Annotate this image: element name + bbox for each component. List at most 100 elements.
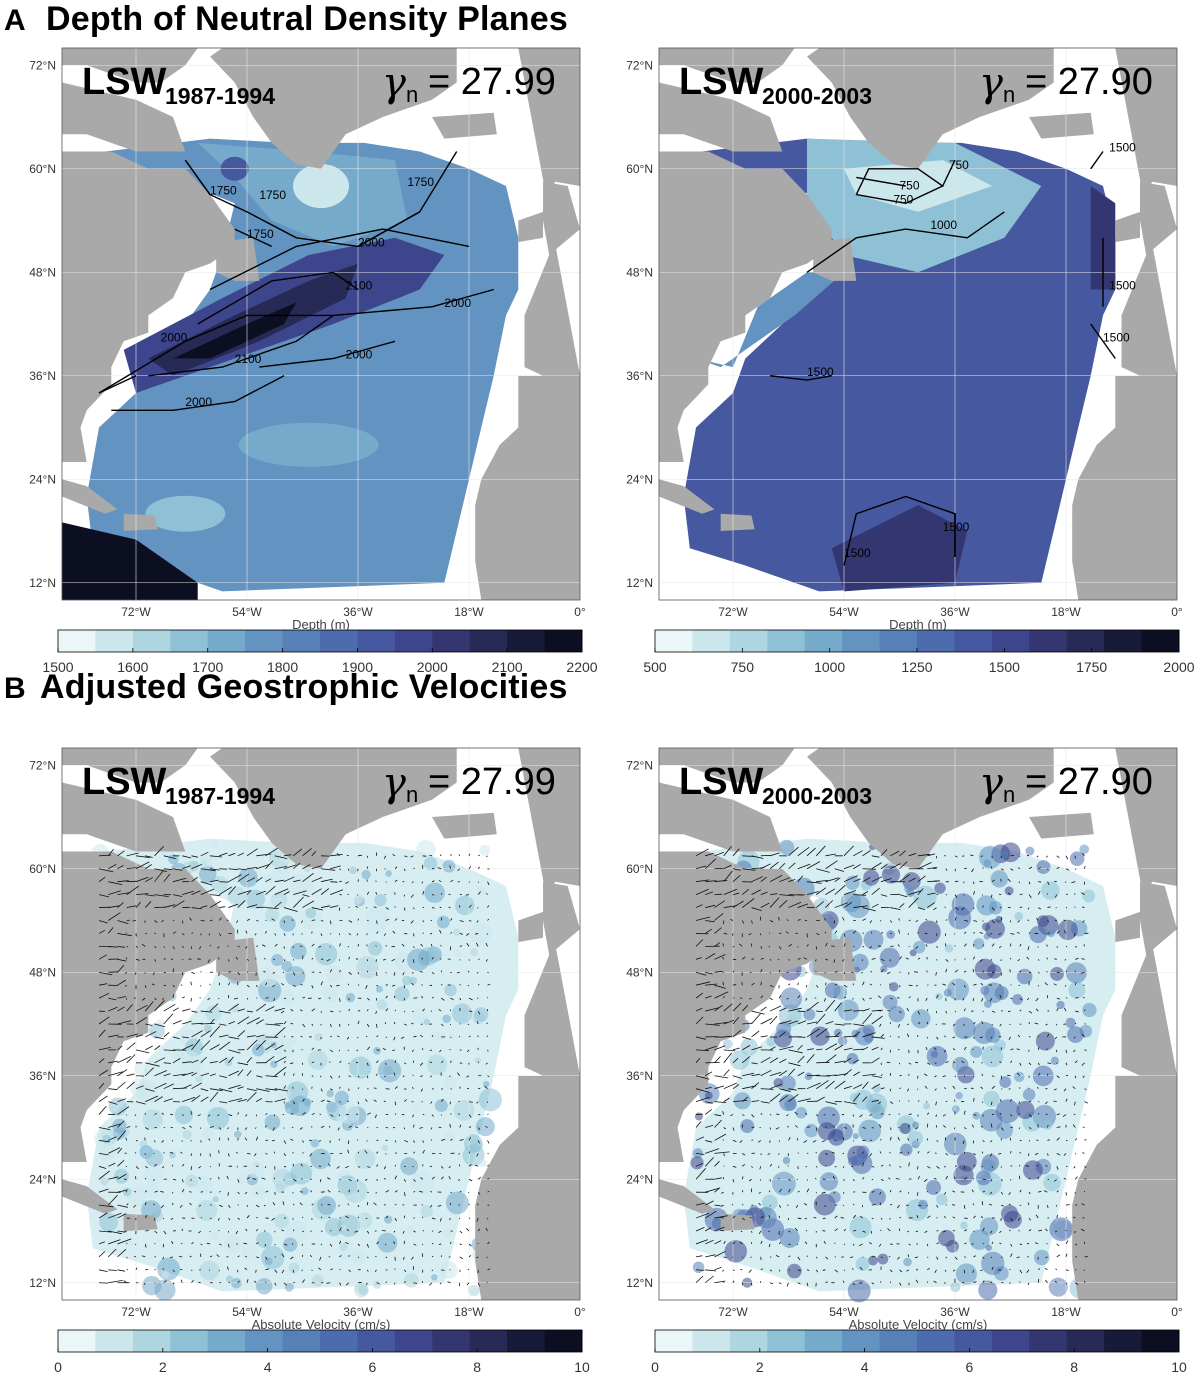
colorbar-tick-label: 2 (756, 1359, 764, 1375)
gamma-symbol: γ (979, 60, 1003, 106)
lsw-label: LSW (679, 61, 764, 103)
land-hispaniola (123, 513, 158, 531)
gamma-value: = 27.99 (428, 761, 556, 803)
land-florida_cuba (659, 479, 715, 514)
lat-tick-label: 12°N (29, 1276, 56, 1290)
colorbar-swatch (207, 1330, 246, 1352)
lon-tick-label: 0° (574, 1305, 586, 1319)
colorbar-swatch (767, 630, 806, 652)
colorbar-tick-label: 8 (473, 1359, 481, 1375)
land-europe (518, 48, 580, 376)
contour-line (98, 375, 137, 394)
gamma-subscript: n (406, 782, 418, 807)
colorbar-swatch (1066, 630, 1105, 652)
map-axes: 72°N 60°N 48°N 36°N 24°N 12°N 72°W 54°W 36°W 18°W… (626, 47, 1183, 632)
land-africa (475, 1075, 580, 1300)
colorbar-swatch (394, 630, 433, 652)
lon-tick-label: 18°W (454, 1305, 484, 1319)
colorbar-swatch (507, 630, 545, 652)
colorbar: 0 2 4 6 8 10 (651, 1329, 1187, 1375)
lsw-period: 2000-2003 (762, 783, 872, 809)
colorbar-tick-label: 1250 (901, 659, 932, 675)
contour-line (234, 228, 272, 248)
land-ireland (1115, 911, 1140, 943)
colorbar-tick-label: 1000 (814, 659, 845, 675)
land-greenland (807, 748, 1054, 869)
contour-lines: 1750 1750 1750 1750 2000 2100 2000 2000 2100 2000… (98, 151, 494, 411)
colorbar-title: Absolute Velocity (cm/s) (849, 1317, 988, 1332)
colorbar-tick-label: 10 (574, 1359, 590, 1375)
colorbar-swatch (804, 1330, 843, 1352)
map-panel-depth-1987-1994: 1750 1750 1750 1750 2000 2100 2000 2000 2100 2000… (0, 40, 600, 680)
lat-tick-label: 60°N (626, 862, 653, 876)
map-figure: 72°N 60°N 48°N 36°N 24°N 12°N 72°W 54°W 36°W 18°W… (626, 747, 1187, 1375)
contour-label: 1500 (1109, 279, 1136, 293)
colorbar-tick-label: 2000 (1163, 659, 1194, 675)
colorbar-swatch (1066, 1330, 1105, 1352)
lon-tick-label: 54°W (232, 605, 262, 619)
lon-tick-label: 18°W (1051, 605, 1081, 619)
contour-label: 750 (893, 192, 913, 206)
colorbar-title: Depth (m) (889, 617, 947, 632)
colorbar-swatch (842, 630, 880, 652)
contour-label: 2000 (444, 296, 471, 310)
contour-label: 750 (949, 158, 969, 172)
land-labrador (62, 851, 235, 1162)
lsw-period: 1987-1994 (165, 83, 275, 109)
lat-tick-label: 60°N (29, 862, 56, 876)
contour-line (184, 159, 211, 196)
colorbar-swatch (282, 1330, 321, 1352)
gamma-value: = 27.90 (1025, 61, 1153, 103)
land-greenland (210, 748, 457, 869)
contour-line (855, 168, 945, 205)
contour-label: 2000 (358, 235, 385, 249)
lat-tick-label: 72°N (626, 758, 653, 772)
contour-label: 2000 (346, 348, 373, 362)
colorbar-swatch (132, 630, 171, 652)
colorbar-swatch (991, 630, 1030, 652)
lsw-period: 2000-2003 (762, 83, 872, 109)
lsw-label: LSW (82, 761, 167, 803)
colorbar-tick-label: 1900 (342, 659, 373, 675)
colorbar-swatch (954, 630, 993, 652)
land-florida_cuba (659, 1179, 715, 1214)
contour-line (1090, 323, 1116, 359)
colorbar-swatch (245, 630, 283, 652)
lat-tick-label: 36°N (29, 1069, 56, 1083)
land-newfoundland (216, 937, 260, 981)
contour-label: 1750 (407, 175, 434, 189)
lon-tick-label: 36°W (940, 1305, 970, 1319)
colorbar-swatch (729, 630, 768, 652)
colorbar-swatch (132, 1330, 171, 1352)
colorbar: 0 2 4 6 8 10 (54, 1329, 590, 1375)
velocity-vectors (98, 846, 491, 1287)
land-iceland (432, 112, 497, 139)
land-hispaniola (123, 1213, 158, 1231)
colorbar-tick-label: 1600 (117, 659, 148, 675)
contour-label: 2000 (161, 330, 188, 344)
colorbar-swatch (394, 1330, 433, 1352)
gamma-value: = 27.99 (428, 61, 556, 103)
section-b-title: Adjusted Geostrophic Velocities (40, 668, 568, 706)
colorbar-swatch (1104, 630, 1142, 652)
land-iceland (432, 812, 497, 839)
contour-line (357, 211, 421, 248)
land-uk (543, 181, 580, 255)
colorbar-swatch (879, 1330, 918, 1352)
contour-line (98, 288, 494, 394)
lat-tick-label: 72°N (29, 58, 56, 72)
land-africa (1072, 375, 1177, 600)
land-ireland (518, 211, 543, 243)
colorbar-tick-label: 2200 (566, 659, 597, 675)
land-florida_cuba (62, 1179, 118, 1214)
colorbar-tick-label: 1800 (267, 659, 298, 675)
colorbar-swatch (692, 1330, 731, 1352)
contour-line (148, 314, 334, 377)
contour-label: 2100 (346, 279, 373, 293)
contour-line (769, 375, 832, 381)
lon-tick-label: 54°W (232, 1305, 262, 1319)
lat-tick-label: 36°N (626, 1069, 653, 1083)
lon-tick-label: 72°W (121, 1305, 151, 1319)
